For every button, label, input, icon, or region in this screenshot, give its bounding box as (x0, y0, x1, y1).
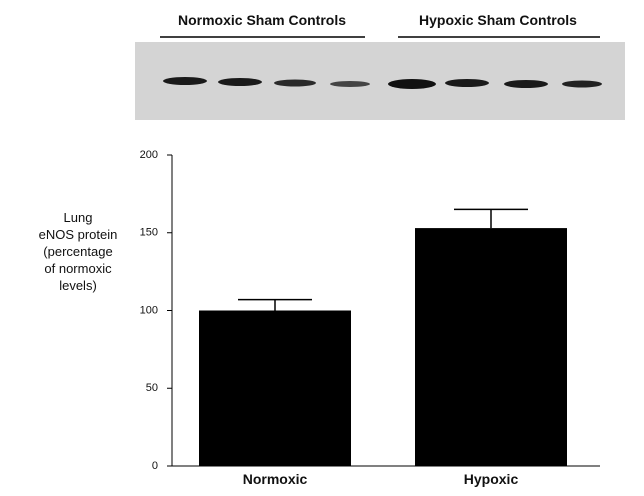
x-tick-label: Hypoxic (464, 471, 519, 487)
y-axis-label: Lung (64, 210, 93, 225)
blot-band (504, 80, 548, 88)
blot-band (445, 79, 489, 87)
blot-band (562, 81, 602, 88)
y-tick-label: 150 (140, 227, 158, 239)
blot-band (388, 79, 436, 89)
y-tick-label: 0 (152, 460, 158, 472)
y-tick-label: 50 (146, 382, 158, 394)
blot-group-label: Hypoxic Sham Controls (419, 12, 577, 28)
bar (199, 311, 351, 467)
y-axis-label: eNOS protein (39, 227, 118, 242)
blot-background (135, 42, 625, 120)
y-tick-label: 100 (140, 304, 158, 316)
blot-band (218, 78, 262, 86)
bar (415, 228, 567, 466)
blot-group-label: Normoxic Sham Controls (178, 12, 346, 28)
y-axis-label: (percentage (43, 244, 112, 259)
blot-band (163, 77, 207, 85)
y-axis-label: of normoxic (44, 261, 112, 276)
blot-band (330, 81, 370, 87)
y-axis-label: levels) (59, 278, 97, 293)
western-blot (135, 42, 625, 120)
x-tick-label: Normoxic (243, 471, 308, 487)
blot-band (274, 80, 316, 87)
y-tick-label: 200 (140, 149, 158, 161)
figure: Normoxic Sham Controls Hypoxic Sham Cont… (0, 0, 644, 491)
